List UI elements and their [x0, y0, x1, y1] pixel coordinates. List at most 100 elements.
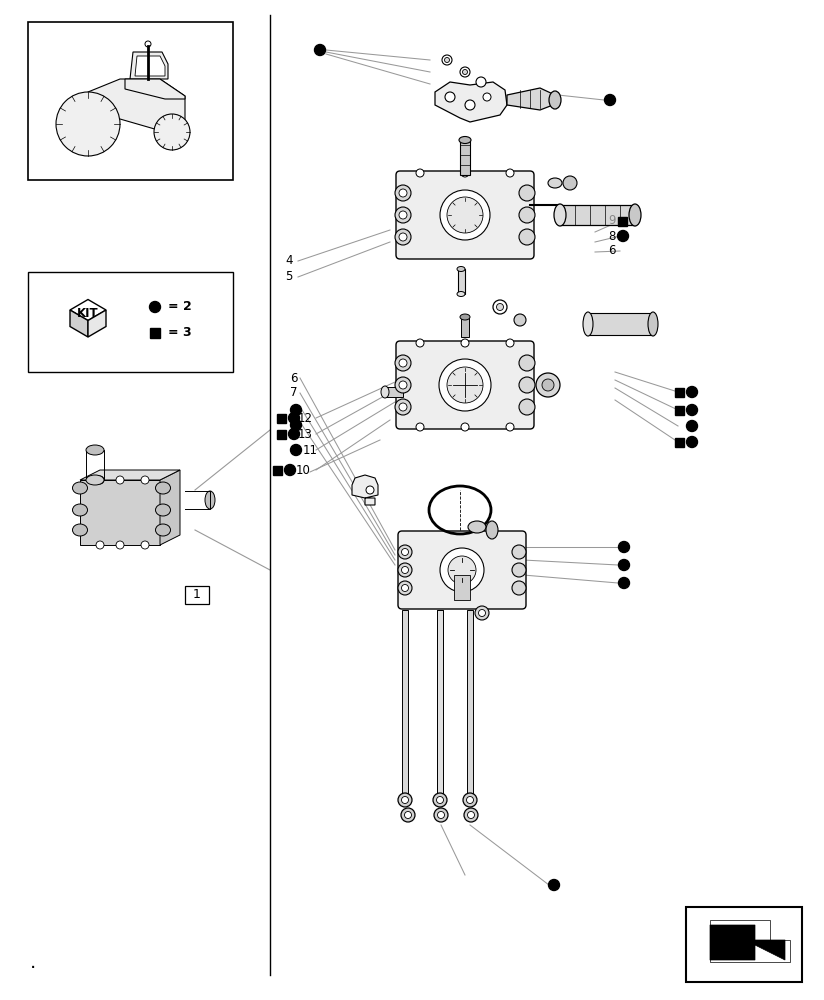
Circle shape	[398, 545, 412, 559]
Circle shape	[460, 67, 470, 77]
Circle shape	[399, 189, 407, 197]
Bar	[467, 610, 473, 800]
Text: 7: 7	[290, 386, 297, 399]
Circle shape	[512, 545, 526, 559]
Bar	[278, 430, 287, 438]
Text: = 2: = 2	[168, 300, 192, 314]
Circle shape	[141, 541, 149, 549]
Circle shape	[399, 381, 407, 389]
Bar	[185, 586, 209, 604]
Ellipse shape	[73, 524, 87, 536]
Polygon shape	[125, 79, 185, 99]
Circle shape	[166, 126, 178, 138]
Ellipse shape	[583, 312, 593, 336]
Ellipse shape	[460, 314, 470, 320]
Circle shape	[462, 70, 467, 75]
Circle shape	[401, 808, 415, 822]
Circle shape	[465, 100, 475, 110]
Ellipse shape	[156, 482, 171, 494]
Bar	[676, 387, 685, 396]
Circle shape	[96, 476, 104, 484]
Bar	[686, 907, 802, 982]
Circle shape	[479, 609, 485, 616]
Circle shape	[686, 420, 697, 432]
Circle shape	[416, 169, 424, 177]
Circle shape	[512, 581, 526, 595]
Ellipse shape	[549, 91, 561, 109]
Text: 11: 11	[303, 444, 318, 456]
Ellipse shape	[459, 136, 471, 143]
Bar	[437, 610, 443, 800]
Circle shape	[149, 302, 161, 312]
Ellipse shape	[468, 521, 486, 533]
Circle shape	[483, 93, 491, 101]
Circle shape	[493, 300, 507, 314]
Ellipse shape	[554, 204, 566, 226]
Circle shape	[315, 44, 325, 55]
Circle shape	[445, 92, 455, 102]
Ellipse shape	[486, 521, 498, 539]
Text: 12: 12	[298, 412, 313, 424]
Circle shape	[401, 796, 409, 804]
Circle shape	[506, 169, 514, 177]
Bar	[458, 269, 465, 294]
Circle shape	[291, 444, 302, 456]
Circle shape	[605, 95, 616, 105]
Circle shape	[434, 808, 448, 822]
Bar	[454, 575, 470, 600]
Ellipse shape	[86, 445, 104, 455]
Circle shape	[439, 359, 491, 411]
FancyBboxPatch shape	[396, 171, 534, 259]
Bar	[619, 217, 628, 226]
Bar	[150, 328, 160, 338]
Circle shape	[476, 77, 486, 87]
Ellipse shape	[629, 204, 641, 226]
Bar	[274, 466, 283, 475]
Circle shape	[145, 41, 151, 47]
Text: 6: 6	[290, 371, 297, 384]
Circle shape	[506, 423, 514, 431]
Circle shape	[519, 377, 535, 393]
Ellipse shape	[156, 524, 171, 536]
Ellipse shape	[73, 482, 87, 494]
Circle shape	[154, 114, 190, 150]
Polygon shape	[80, 470, 180, 480]
Circle shape	[438, 812, 444, 818]
Circle shape	[512, 563, 526, 577]
Bar	[402, 610, 408, 800]
Circle shape	[619, 560, 630, 570]
Circle shape	[497, 304, 503, 310]
Circle shape	[440, 548, 484, 592]
Circle shape	[398, 793, 412, 807]
Circle shape	[686, 386, 697, 397]
Circle shape	[401, 566, 409, 574]
Polygon shape	[88, 310, 106, 337]
Ellipse shape	[156, 504, 171, 516]
Circle shape	[288, 428, 299, 440]
Text: 4: 4	[285, 254, 293, 267]
Ellipse shape	[86, 475, 104, 485]
Circle shape	[288, 412, 299, 424]
Polygon shape	[70, 300, 106, 320]
Circle shape	[514, 314, 526, 326]
Polygon shape	[710, 925, 785, 960]
Circle shape	[399, 233, 407, 241]
Text: 1: 1	[193, 588, 201, 601]
Circle shape	[398, 581, 412, 595]
Circle shape	[447, 367, 483, 403]
Circle shape	[563, 176, 577, 190]
Circle shape	[464, 808, 478, 822]
FancyBboxPatch shape	[396, 341, 534, 429]
Circle shape	[395, 185, 411, 201]
Circle shape	[619, 542, 630, 552]
Circle shape	[519, 229, 535, 245]
Circle shape	[437, 796, 443, 804]
FancyBboxPatch shape	[398, 531, 526, 609]
Circle shape	[366, 486, 374, 494]
Circle shape	[291, 420, 302, 430]
Circle shape	[141, 476, 149, 484]
Circle shape	[549, 880, 559, 890]
Text: = 3: = 3	[168, 326, 192, 340]
Circle shape	[466, 796, 474, 804]
Ellipse shape	[73, 504, 87, 516]
